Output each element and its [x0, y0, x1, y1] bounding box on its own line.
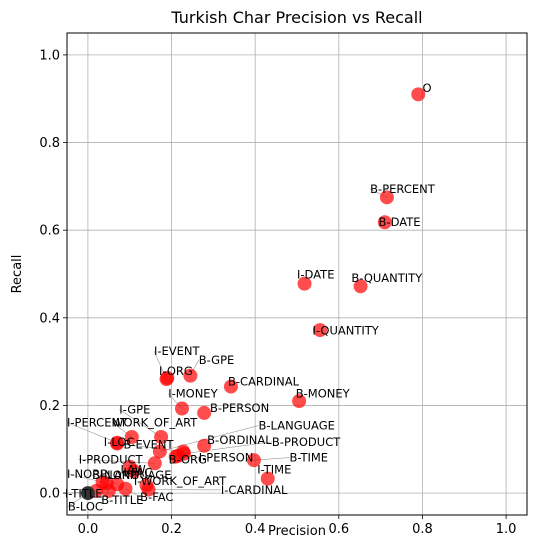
- data-label: I-NORP: [67, 467, 107, 481]
- y-axis-ticks: 0.0 0.2 0.4 0.6 0.8 1.0: [39, 48, 67, 502]
- data-label: I-ORG: [159, 364, 193, 378]
- data-label: B-CARDINAL: [228, 375, 300, 389]
- data-label: B-PRODUCT: [272, 435, 341, 449]
- data-label: B-LANGUAGE: [259, 419, 335, 433]
- data-point: [110, 436, 125, 451]
- data-label: LAW: [121, 462, 146, 476]
- y-tick-label: 0.4: [39, 311, 60, 326]
- data-labels: O B-PERCENT B-DATE I-DATE B-QUANTITY I-QUANTI…: [65, 81, 436, 513]
- x-axis-ticks: 0.0 0.2 0.4 0.6 0.8 1.0: [78, 515, 517, 537]
- data-point: [411, 87, 426, 102]
- data-point: [170, 448, 185, 463]
- y-tick-label: 0.0: [39, 487, 60, 502]
- data-label: B-PERCENT: [370, 182, 436, 196]
- data-label: I-TITLE: [65, 486, 103, 500]
- data-points: [80, 87, 426, 501]
- data-point: [260, 471, 275, 486]
- data-label: I-MONEY: [168, 387, 218, 401]
- data-label: WORK_OF_ART: [112, 415, 198, 429]
- data-point: [379, 190, 394, 205]
- data-point: [292, 394, 307, 409]
- y-tick-label: 1.0: [39, 48, 60, 63]
- data-label: B-FAC: [140, 490, 173, 504]
- x-tick-label: 0.0: [78, 522, 99, 537]
- data-point: [147, 456, 162, 471]
- data-label: I-DATE: [297, 267, 334, 281]
- data-point: [175, 401, 189, 416]
- data-label: B-TIME: [289, 451, 328, 465]
- label-leader-line: [66, 422, 118, 443]
- data-point: [197, 438, 212, 453]
- data-point: [154, 430, 169, 445]
- label-leader-line: [119, 409, 162, 438]
- data-label: B-QUANTITY: [351, 271, 423, 285]
- x-tick-label: 0.6: [328, 522, 349, 537]
- data-point: [124, 430, 139, 445]
- data-label: I-WORK_OF_ART: [134, 474, 227, 488]
- data-label: B-PERSON: [210, 401, 269, 415]
- data-point: [377, 215, 392, 230]
- data-label: I-LOC: [104, 435, 135, 449]
- x-axis-label: Precision: [268, 524, 326, 539]
- data-point: [353, 279, 368, 294]
- data-point: [118, 481, 133, 496]
- data-point: [246, 453, 261, 468]
- x-tick-label: 0.4: [245, 522, 266, 537]
- plot-frame: [66, 32, 528, 516]
- x-tick-label: 0.8: [412, 522, 433, 537]
- y-axis-label: Recall: [10, 255, 25, 294]
- data-label: I-PRODUCT: [79, 452, 144, 466]
- data-point: [313, 323, 327, 338]
- data-label: I-EVENT: [154, 344, 201, 358]
- data-label: B-LOC: [68, 500, 103, 514]
- data-label: I-PERSON: [199, 451, 254, 465]
- label-leader-line: [159, 425, 259, 452]
- data-point: [183, 368, 198, 383]
- data-point: [152, 444, 167, 459]
- data-label: I-GPE: [119, 402, 150, 416]
- chart-title: Turkish Char Precision vs Recall: [170, 8, 422, 27]
- data-point: [80, 486, 95, 501]
- data-point: [126, 464, 141, 479]
- x-tick-label: 1.0: [496, 522, 517, 537]
- data-label: I-LANGUAGE: [100, 468, 172, 482]
- data-label: B-ORG: [169, 452, 207, 466]
- data-label: B-MONEY: [296, 387, 351, 401]
- data-label: I-TIME: [257, 462, 291, 476]
- label-leader-line: [78, 458, 155, 464]
- data-point: [223, 379, 238, 394]
- data-label: I-PERCENT: [67, 415, 128, 429]
- data-point: [297, 276, 312, 291]
- data-label: B-NORP: [92, 468, 137, 482]
- y-tick-label: 0.8: [39, 136, 60, 151]
- data-label: B-TITLE: [101, 493, 143, 507]
- data-point: [101, 483, 116, 498]
- label-leader-line: [184, 441, 272, 454]
- data-label: I-CARDINAL: [221, 483, 288, 497]
- data-label: B-GPE: [199, 353, 235, 367]
- y-tick-label: 0.6: [39, 224, 60, 239]
- x-tick-label: 0.2: [161, 522, 182, 537]
- y-tick-label: 0.2: [39, 399, 60, 414]
- data-label: B-DATE: [379, 215, 421, 229]
- data-point: [197, 405, 212, 420]
- data-point: [141, 482, 156, 497]
- data-label: O: [422, 81, 431, 95]
- data-label: I-QUANTITY: [312, 323, 379, 337]
- data-point: [160, 370, 175, 385]
- data-label: B-ORDINAL: [207, 433, 272, 447]
- data-label: I-FAC: [123, 465, 152, 479]
- label-leader-lines: [64, 188, 388, 507]
- data-label: B-EVENT: [123, 437, 174, 451]
- grid-lines: [67, 33, 527, 515]
